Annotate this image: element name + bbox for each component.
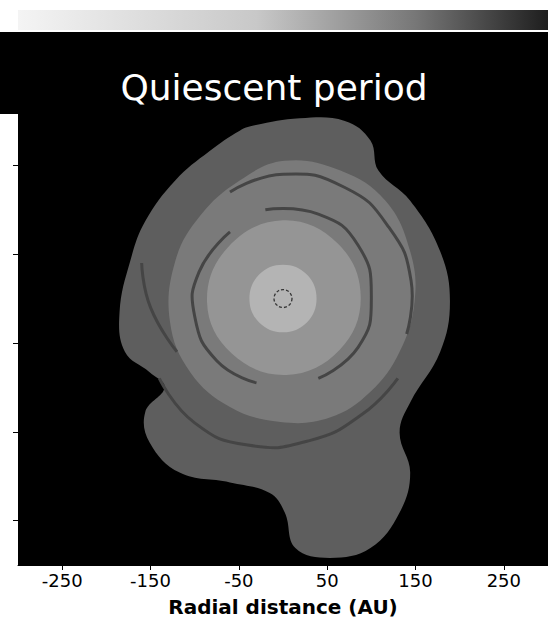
svg-text:-150: -150 [130,570,171,591]
svg-text:-250: -250 [42,570,83,591]
svg-text:Quiescent period: Quiescent period [120,67,427,108]
svg-text:250: 250 [487,570,521,591]
svg-text:50: 50 [316,570,339,591]
svg-text:150: 150 [398,570,432,591]
svg-text:-50: -50 [224,570,253,591]
svg-text:Radial distance (AU): Radial distance (AU) [168,595,398,619]
